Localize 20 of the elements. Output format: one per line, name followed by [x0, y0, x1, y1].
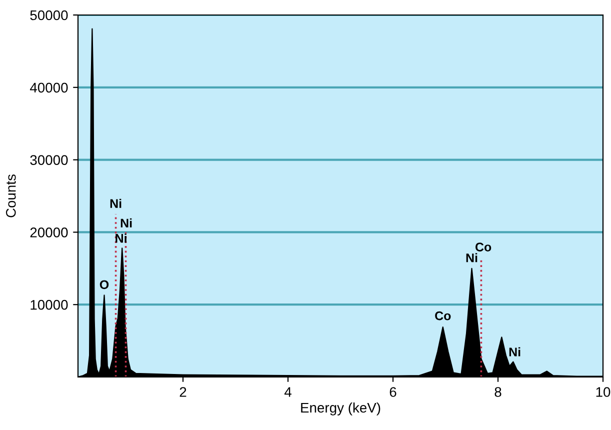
annotation: Ni: [120, 218, 132, 228]
annotation: O: [100, 280, 109, 290]
annotation: Ni: [509, 347, 520, 356]
y-tick-label: 50000: [30, 10, 68, 20]
annotation: Ni: [466, 253, 478, 262]
annotation: Co: [475, 242, 492, 252]
y-tick-label: 40000: [30, 82, 68, 93]
x-tick-label: 10: [596, 387, 610, 397]
annotation: Ni: [110, 198, 122, 208]
y-tick-label: 10000: [30, 300, 68, 310]
y-tick-label: 20000: [30, 228, 68, 238]
y-tick-label: 30000: [30, 155, 68, 165]
x-tick-label: 4: [284, 387, 292, 397]
x-tick-label: 8: [494, 387, 502, 397]
annotation: Ni: [116, 234, 126, 243]
annotation: Co: [435, 311, 451, 320]
x-tick-label: 2: [180, 387, 186, 397]
y-axis-title: Counts: [6, 174, 16, 218]
x-tick-label: 6: [390, 387, 396, 397]
x-axis-title: Energy (keV): [301, 402, 380, 416]
